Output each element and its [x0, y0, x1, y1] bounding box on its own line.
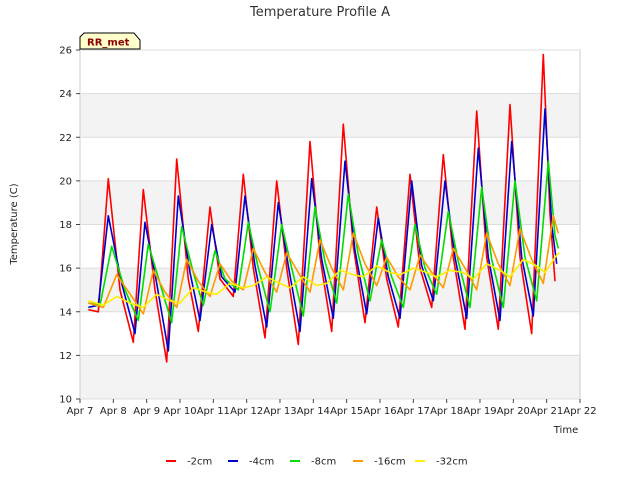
- chart-title: Temperature Profile A: [249, 5, 390, 20]
- legend-label: -4cm: [249, 457, 274, 468]
- y-tick-label: 14: [59, 307, 72, 318]
- series-lines: [88, 53, 560, 363]
- y-tick-label: 16: [59, 264, 72, 275]
- grid-lines: [80, 49, 580, 400]
- x-tick-label: Apr 8: [100, 406, 127, 417]
- x-tick-label: Apr 11: [197, 406, 230, 417]
- x-tick-label: Apr 7: [67, 406, 94, 417]
- series-line-4cm: [88, 108, 558, 352]
- x-tick-label: Apr 14: [297, 406, 330, 417]
- y-axis-ticks: 10 12 14 16 18 20 22 24 26: [59, 46, 80, 406]
- legend-label: -2cm: [187, 457, 212, 468]
- x-axis-ticks: Apr 7 Apr 8 Apr 9 Apr 10 Apr 11 Apr 12 Apr 13 A…: [67, 399, 597, 417]
- x-tick-label: Apr 22: [563, 406, 596, 417]
- x-tick-label: Apr 13: [263, 406, 296, 417]
- y-tick-label: 18: [59, 220, 72, 231]
- series-line-32cm: [88, 252, 560, 309]
- x-tick-label: Apr 18: [430, 406, 463, 417]
- legend-label: -16cm: [374, 457, 406, 468]
- x-tick-label: Apr 16: [363, 406, 396, 417]
- series-line-8cm: [88, 160, 560, 324]
- y-tick-label: 26: [59, 46, 72, 57]
- x-axis-label: Time: [553, 425, 578, 436]
- y-tick-label: 20: [59, 176, 72, 187]
- y-tick-label: 10: [59, 395, 72, 406]
- x-tick-label: Apr 17: [397, 406, 430, 417]
- x-tick-label: Apr 21: [530, 406, 563, 417]
- x-tick-label: Apr 9: [133, 406, 160, 417]
- legend: -2cm -4cm -8cm -16cm -32cm: [166, 457, 468, 468]
- background-band: [80, 355, 580, 399]
- background-band: [80, 93, 580, 138]
- y-tick-label: 22: [59, 133, 72, 144]
- plot-background-bands: [80, 93, 580, 399]
- x-tick-label: Apr 15: [330, 406, 363, 417]
- background-band: [80, 180, 580, 225]
- y-tick-label: 24: [59, 89, 72, 100]
- y-tick-label: 12: [59, 351, 72, 362]
- rr-met-badge: RR_met: [79, 32, 141, 50]
- series-line-2cm: [88, 53, 556, 363]
- series-line-16cm: [88, 215, 560, 315]
- y-axis-label: Temperature (C): [9, 183, 20, 265]
- legend-label: -32cm: [436, 457, 468, 468]
- legend-label: -8cm: [311, 457, 336, 468]
- x-tick-label: Apr 12: [230, 406, 263, 417]
- badge-background: [79, 32, 141, 50]
- x-tick-label: Apr 20: [497, 406, 530, 417]
- x-tick-label: Apr 10: [163, 406, 196, 417]
- badge-label: RR_met: [87, 38, 130, 49]
- x-tick-label: Apr 19: [463, 406, 496, 417]
